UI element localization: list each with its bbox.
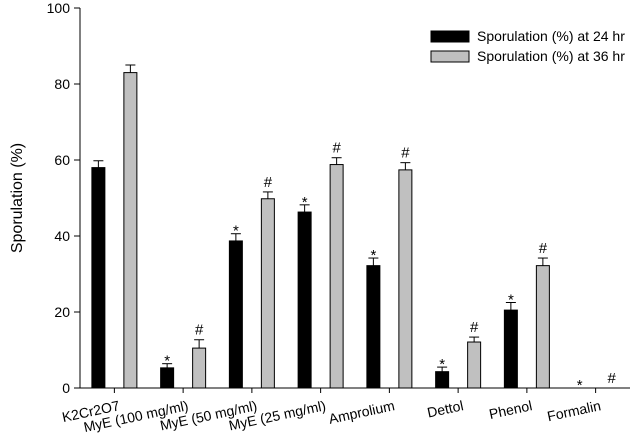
significance-marker: * xyxy=(370,247,376,264)
bar xyxy=(398,169,413,389)
bar xyxy=(366,265,381,389)
bar xyxy=(91,167,106,389)
y-tick-label: 0 xyxy=(62,380,70,396)
significance-marker: # xyxy=(607,370,616,387)
significance-marker: # xyxy=(470,319,479,336)
legend-label-36hr: Sporulation (%) at 36 hr xyxy=(477,48,625,64)
bar xyxy=(535,265,550,389)
chart-bars: * # * # * # * # * # * # * # xyxy=(91,64,619,394)
significance-marker: # xyxy=(539,240,548,257)
significance-marker: * xyxy=(508,292,514,309)
significance-marker: # xyxy=(264,174,273,191)
x-tick-label: Phenol xyxy=(488,397,534,422)
bar xyxy=(329,164,344,389)
bar xyxy=(503,309,518,389)
significance-marker: * xyxy=(439,356,445,373)
legend-label-24hr: Sporulation (%) at 24 hr xyxy=(477,28,625,44)
y-tick-label: 60 xyxy=(54,152,70,168)
y-tick-label: 20 xyxy=(54,304,70,320)
bar xyxy=(467,341,482,389)
legend-swatch-36hr xyxy=(430,50,470,63)
legend-swatch-24hr xyxy=(430,30,470,43)
significance-marker: * xyxy=(164,353,170,370)
bar xyxy=(260,198,275,389)
significance-marker: # xyxy=(401,145,410,162)
y-tick-label: 100 xyxy=(47,0,71,16)
x-tick-label: Dettol xyxy=(426,397,465,420)
bar xyxy=(192,347,207,389)
y-axis-title: Sporulation (%) xyxy=(9,143,26,253)
x-tick-label: Formalin xyxy=(546,397,603,424)
chart-legend: Sporulation (%) at 24 hr Sporulation (%)… xyxy=(430,28,625,64)
bar xyxy=(297,211,312,389)
bar xyxy=(123,72,138,389)
bar xyxy=(435,371,450,389)
significance-marker: # xyxy=(332,140,341,157)
y-tick-label: 80 xyxy=(54,76,70,92)
y-tick-label: 40 xyxy=(54,228,70,244)
significance-marker: # xyxy=(195,322,204,339)
significance-marker: * xyxy=(233,223,239,240)
bar xyxy=(228,240,243,389)
x-tick-label: Amprolium xyxy=(327,397,396,427)
significance-marker: * xyxy=(302,194,308,211)
significance-marker: * xyxy=(577,377,583,394)
bar xyxy=(160,367,175,389)
